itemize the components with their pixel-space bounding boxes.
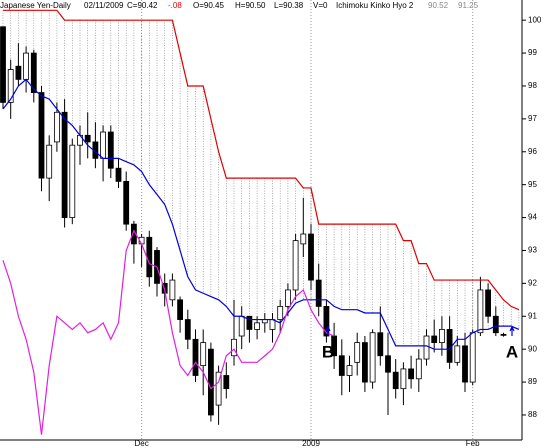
annotation-arrow xyxy=(509,325,515,336)
y-tick-label: 93 xyxy=(528,246,537,255)
y-tick-label: 91 xyxy=(528,311,537,320)
candle-body xyxy=(438,329,445,343)
candle-body xyxy=(323,306,330,337)
y-tick-label: 96 xyxy=(528,147,537,156)
y-tick-label: 88 xyxy=(528,410,537,419)
candle-body xyxy=(500,333,507,336)
candle-body xyxy=(277,306,284,320)
header-text: 90.52 xyxy=(428,1,449,10)
candle-body xyxy=(38,92,45,179)
candle-body xyxy=(408,368,415,380)
candle-body xyxy=(300,233,307,245)
header-text: O=90.45 xyxy=(193,1,224,10)
candle-body xyxy=(246,315,253,330)
annotation-arrow xyxy=(325,325,331,336)
candle-body xyxy=(115,167,122,182)
candle-body xyxy=(369,332,376,383)
y-tick-label: 89 xyxy=(528,377,537,386)
y-tick-label: 90 xyxy=(528,344,537,353)
candle-body xyxy=(200,342,207,367)
candle-body xyxy=(100,131,106,159)
candle-body xyxy=(308,233,314,281)
candle-body xyxy=(492,315,499,334)
candle-body xyxy=(400,368,407,390)
candle-body xyxy=(46,144,53,179)
candle-body xyxy=(462,345,468,383)
candle-body xyxy=(431,335,438,343)
candle-body xyxy=(192,338,199,376)
header-text: C=90.42 xyxy=(127,1,158,10)
header-text: 02/11/2009 xyxy=(84,1,124,10)
candle-body xyxy=(146,236,153,278)
x-tick-label: Feb xyxy=(466,439,480,448)
candle-body xyxy=(477,289,484,334)
y-tick-label: 97 xyxy=(528,114,537,123)
candle-body xyxy=(123,180,130,225)
line-series xyxy=(2,229,335,435)
candle-body xyxy=(338,355,345,376)
candle-body xyxy=(231,338,237,357)
candle-body xyxy=(107,131,114,169)
y-tick-label: 92 xyxy=(528,278,537,287)
candle-body xyxy=(254,322,261,330)
y-tick-label: 95 xyxy=(528,180,537,189)
candle-body xyxy=(423,335,430,360)
candle-body xyxy=(446,329,453,363)
candle-body xyxy=(69,144,76,218)
candle-body xyxy=(392,371,399,390)
candle-body xyxy=(215,371,222,406)
candle-body xyxy=(346,365,353,376)
candle-body xyxy=(469,332,476,383)
candle-body xyxy=(454,345,461,363)
y-tick-label: 94 xyxy=(528,213,537,222)
x-tick-label: 2009 xyxy=(302,439,320,448)
annotation: B xyxy=(322,342,334,361)
header-text: L=90.38 xyxy=(274,1,304,10)
candle-body xyxy=(223,375,230,390)
candle-body xyxy=(84,134,91,143)
candle-body xyxy=(415,358,422,380)
candle-body xyxy=(238,315,245,337)
candle-body xyxy=(177,299,184,320)
candle-body xyxy=(61,111,68,218)
header-text: -.08 xyxy=(168,1,182,10)
y-tick-label: 99 xyxy=(528,48,537,57)
header-bg xyxy=(0,0,520,11)
x-tick-label: Dec xyxy=(134,439,148,448)
header-text: H=90.50 xyxy=(235,1,266,10)
candle-body xyxy=(7,69,14,103)
header-text: V=0 xyxy=(313,1,328,10)
header-text: Ichimoku Kinko Hyo 2 xyxy=(336,1,414,10)
candle-body xyxy=(354,342,361,363)
candle-body xyxy=(385,355,391,373)
y-tick-label: 98 xyxy=(528,81,537,90)
line-series xyxy=(2,78,520,350)
candle-body xyxy=(0,26,6,103)
annotation: A xyxy=(506,342,518,361)
header: Japanese Yen-Daily 02/11/2009 C=90.42 -.08 O… xyxy=(0,0,520,11)
candle-body xyxy=(284,289,291,307)
header-text: Japanese Yen-Daily xyxy=(0,1,71,10)
candle-body xyxy=(207,348,214,416)
header-text: 91.25 xyxy=(458,1,479,10)
y-tick-label: 100 xyxy=(528,15,542,24)
candle-body xyxy=(269,319,276,330)
candle-body xyxy=(315,279,322,307)
candle-body xyxy=(23,52,30,80)
candle-body xyxy=(184,319,191,340)
candle-body xyxy=(169,279,176,301)
candle-body xyxy=(30,52,37,93)
line-series xyxy=(3,9,520,311)
candle-body xyxy=(377,332,384,357)
candle-body xyxy=(54,111,60,143)
candle-body xyxy=(485,289,492,317)
candle-body xyxy=(292,240,299,291)
candle-body xyxy=(361,342,368,383)
candle-body xyxy=(15,65,22,80)
